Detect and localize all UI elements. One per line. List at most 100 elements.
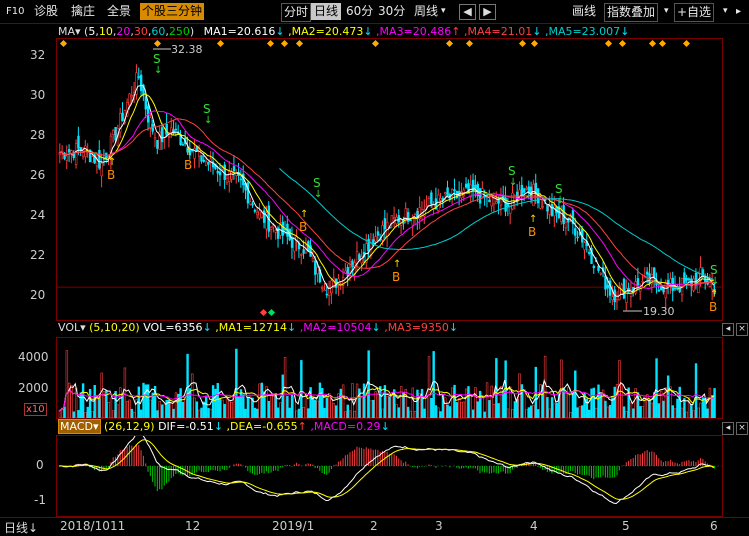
candle-body bbox=[193, 148, 196, 159]
candle-body bbox=[351, 260, 354, 268]
period-mode-label[interactable]: 日线↓ bbox=[4, 521, 39, 535]
ma3-value: ,MA3=20.486 bbox=[376, 25, 452, 38]
event-marker-icon bbox=[371, 39, 380, 48]
candle-body bbox=[427, 198, 431, 206]
candle-body bbox=[550, 203, 554, 216]
volume-bar bbox=[446, 404, 449, 418]
candle-body bbox=[153, 137, 157, 140]
candle-body bbox=[662, 287, 665, 293]
volume-bar bbox=[706, 408, 709, 418]
volume-bar bbox=[604, 400, 607, 418]
pick-button[interactable]: 擒庄 bbox=[71, 4, 96, 18]
buy-signal-arrow-icon: ↑ bbox=[108, 157, 116, 168]
volume-bar bbox=[262, 391, 266, 418]
volume-bar bbox=[269, 394, 273, 418]
volume-bar bbox=[290, 394, 294, 418]
volume-bar bbox=[383, 385, 387, 418]
scroll-left-icon[interactable]: ◀ bbox=[459, 4, 476, 20]
volume-chart[interactable] bbox=[57, 338, 722, 418]
volume-bar bbox=[379, 386, 382, 418]
draw-line-button[interactable]: 画线 bbox=[572, 4, 597, 18]
volume-chart-panel[interactable] bbox=[56, 337, 723, 419]
diagnose-button[interactable]: 诊股 bbox=[34, 4, 59, 18]
volume-bar bbox=[685, 411, 688, 418]
volume-bar bbox=[72, 411, 76, 418]
vol-panel-menu-icon[interactable]: ◂ bbox=[722, 323, 734, 336]
sell-signal-arrow-icon: ↓ bbox=[509, 177, 517, 188]
candle-body bbox=[346, 267, 349, 276]
volume-bar bbox=[504, 360, 507, 418]
ma2-down-arrow-icon: ↓ bbox=[363, 25, 373, 38]
buy-signal-label: B bbox=[709, 300, 717, 314]
volume-bar bbox=[499, 386, 503, 418]
tab-timeshare[interactable]: 分时 bbox=[281, 3, 312, 22]
ma2-line bbox=[58, 93, 714, 294]
volume-bar bbox=[358, 388, 361, 418]
candle-body bbox=[128, 93, 131, 106]
add-favorite-button[interactable]: +自选 bbox=[674, 3, 715, 22]
volume-bar bbox=[88, 388, 92, 418]
macd-indicator-selector[interactable]: MACD▾ bbox=[58, 419, 101, 434]
volume-bar bbox=[622, 406, 626, 418]
candle-body bbox=[160, 127, 164, 143]
price-chart-panel[interactable]: 32.38 19.30 B ↑ B ↑ B ↑ B ↑ B ↑ B ↑ S ↓ S ↓ S ↓ S ↓ S ↓ S ↓ bbox=[56, 38, 723, 321]
volume-bar bbox=[611, 397, 614, 418]
volume-bar bbox=[153, 385, 157, 418]
stock-3min-button[interactable]: 个股三分钟 bbox=[140, 3, 205, 20]
vol-ma3-down-arrow-icon: ↓ bbox=[448, 321, 459, 334]
ma-indicator-selector[interactable]: MA▾ bbox=[58, 25, 81, 38]
ma5-down-arrow-icon: ↓ bbox=[620, 25, 630, 38]
candle-body bbox=[77, 135, 80, 149]
weekly-dropdown-icon[interactable]: ▾ bbox=[441, 6, 446, 16]
event-marker-icon bbox=[618, 39, 627, 48]
vol-panel-close-icon[interactable]: × bbox=[736, 323, 748, 336]
candle-body bbox=[523, 188, 526, 193]
volume-bar bbox=[93, 385, 96, 418]
candle-body bbox=[669, 278, 672, 284]
volume-bar bbox=[588, 409, 591, 418]
index-overlay-button[interactable]: 指数叠加 bbox=[604, 3, 659, 22]
buy-signal-arrow-icon: ↑ bbox=[393, 259, 401, 270]
panorama-button[interactable]: 全景 bbox=[107, 4, 132, 18]
f10-button[interactable]: F10 bbox=[6, 6, 25, 17]
macd-panel-menu-icon[interactable]: ◂ bbox=[722, 422, 734, 435]
candle-body bbox=[258, 210, 261, 219]
vol-indicator-selector[interactable]: VOL▾ bbox=[58, 321, 86, 334]
add-favorite-dropdown-icon[interactable]: ▾ bbox=[723, 6, 728, 16]
index-overlay-dropdown-icon[interactable]: ▾ bbox=[664, 6, 669, 16]
macd-chart-panel[interactable] bbox=[56, 435, 723, 517]
tab-60min[interactable]: 60分 bbox=[346, 4, 374, 18]
volume-bar bbox=[643, 395, 647, 418]
macd-chart[interactable] bbox=[57, 436, 722, 516]
candle-body bbox=[541, 205, 544, 208]
volume-bar bbox=[360, 397, 363, 418]
tab-daily[interactable]: 日线 bbox=[311, 3, 342, 20]
buy-signal-label: B bbox=[107, 168, 115, 182]
volume-bar bbox=[553, 403, 556, 418]
more-icon[interactable]: ▸ bbox=[736, 6, 742, 17]
scroll-right-icon[interactable]: ▶ bbox=[479, 4, 496, 20]
volume-bar bbox=[536, 409, 540, 418]
volume-bar bbox=[300, 360, 303, 418]
vol-value: VOL=6356 bbox=[143, 321, 203, 334]
dif-down-arrow-icon: ↓ bbox=[213, 420, 224, 433]
candle-body bbox=[406, 212, 410, 222]
price-tick-32: 32 bbox=[30, 48, 46, 62]
candle-body bbox=[590, 247, 593, 264]
volume-bar bbox=[639, 406, 642, 418]
tab-weekly[interactable]: 周线 bbox=[414, 4, 439, 18]
volume-bar bbox=[204, 395, 208, 418]
volume-bar bbox=[483, 411, 486, 418]
candle-body bbox=[293, 236, 296, 252]
vol-ma1-down-arrow-icon: ↓ bbox=[287, 321, 297, 334]
macd-panel-close-icon[interactable]: × bbox=[736, 422, 748, 435]
volume-bar bbox=[666, 375, 670, 418]
candle-body bbox=[246, 182, 250, 204]
candle-body bbox=[381, 225, 384, 241]
dif-value: DIF=-0.51 bbox=[158, 420, 214, 433]
candle-body bbox=[418, 207, 421, 220]
tab-30min[interactable]: 30分 bbox=[378, 4, 406, 18]
candle-body bbox=[374, 236, 377, 242]
volume-bar bbox=[372, 399, 375, 418]
